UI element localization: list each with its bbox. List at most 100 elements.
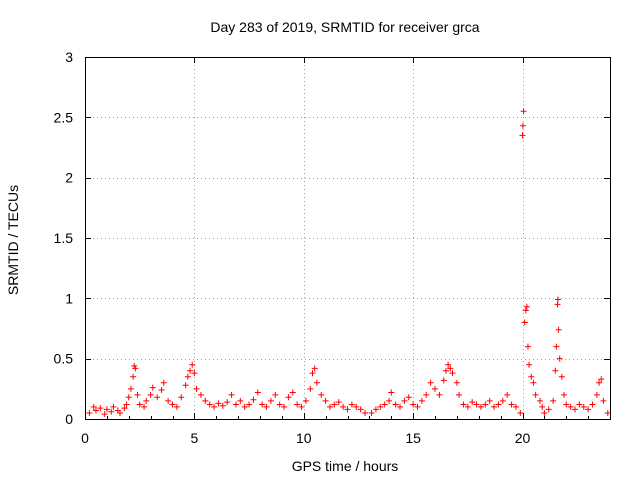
- data-point: [187, 367, 193, 374]
- x-axis: 0 5 10 15 20: [81, 57, 589, 446]
- data-point: [298, 403, 305, 410]
- x-tick-label: 5: [190, 430, 198, 446]
- data-point: [246, 401, 253, 408]
- data-point: [294, 401, 301, 408]
- data-point: [436, 391, 443, 398]
- data-point: [392, 401, 399, 408]
- data-point: [456, 391, 463, 398]
- data-point: [136, 401, 143, 408]
- data-point: [561, 391, 568, 398]
- data-point: [353, 403, 360, 410]
- data-point: [206, 401, 213, 408]
- data-point: [469, 399, 476, 406]
- data-point: [331, 401, 338, 408]
- data-point: [117, 409, 123, 416]
- data-point: [132, 365, 139, 372]
- data-point: [558, 373, 565, 380]
- data-point: [267, 397, 274, 404]
- data-point: [372, 406, 379, 413]
- data-point: [473, 401, 480, 408]
- data-point: [289, 389, 296, 396]
- data-point: [169, 401, 176, 408]
- data-point: [445, 361, 452, 368]
- data-point: [550, 397, 557, 404]
- data-point: [237, 397, 244, 404]
- data-point: [423, 391, 430, 398]
- data-point: [519, 122, 526, 129]
- data-point: [123, 401, 130, 408]
- data-point: [232, 401, 239, 408]
- data-point: [158, 387, 165, 394]
- data-point: [512, 403, 519, 410]
- data-point: [477, 403, 484, 410]
- x-tick-label: 15: [405, 430, 421, 446]
- data-point: [149, 384, 156, 391]
- data-point: [193, 385, 200, 392]
- data-point: [362, 409, 368, 416]
- data-point: [110, 403, 117, 410]
- data-point: [553, 343, 560, 350]
- data-point: [460, 401, 467, 408]
- data-point: [418, 397, 425, 404]
- data-point: [541, 409, 548, 416]
- data-point: [130, 373, 137, 380]
- data-point: [250, 396, 257, 403]
- data-point: [173, 403, 180, 410]
- y-axis: 0 0.5 1 1.5 2 2.5 3: [54, 49, 610, 427]
- data-point: [309, 370, 316, 377]
- data-point: [322, 397, 329, 404]
- data-point: [302, 397, 309, 404]
- data-point: [495, 401, 502, 408]
- data-point: [228, 391, 235, 398]
- x-tick-label: 10: [296, 430, 312, 446]
- data-point: [520, 108, 527, 115]
- data-point: [522, 307, 529, 314]
- data-point: [344, 406, 351, 413]
- data-point: [554, 296, 561, 303]
- x-tick-label: 0: [81, 430, 89, 446]
- data-point: [281, 403, 288, 410]
- data-point: [178, 394, 185, 401]
- data-point: [197, 391, 204, 398]
- data-point: [410, 401, 417, 408]
- data-point: [224, 399, 231, 406]
- data-point: [539, 403, 546, 410]
- data-point: [572, 406, 578, 413]
- data-point: [134, 391, 141, 398]
- data-point: [524, 343, 531, 350]
- data-point: [449, 370, 456, 377]
- data-point: [202, 397, 209, 404]
- data-point: [576, 401, 583, 408]
- data-point: [453, 379, 460, 386]
- data-point: [552, 367, 559, 374]
- data-point: [254, 389, 261, 396]
- data-point: [504, 391, 511, 398]
- data-point: [386, 397, 393, 404]
- chart-title: Day 283 of 2019, SRMTID for receiver grc…: [210, 19, 479, 35]
- data-point: [486, 397, 493, 404]
- data-point: [125, 394, 132, 401]
- data-point: [521, 319, 528, 326]
- data-point: [499, 397, 506, 404]
- y-tick-label: 2: [65, 170, 73, 186]
- data-point: [401, 397, 408, 404]
- data-point: [405, 394, 412, 401]
- data-point: [604, 409, 611, 416]
- data-point: [532, 391, 539, 398]
- data-point: [103, 406, 110, 413]
- data-point: [285, 394, 292, 401]
- data-point: [108, 408, 115, 415]
- data-point: [585, 406, 592, 413]
- data-point: [311, 365, 318, 372]
- data-point: [184, 373, 191, 380]
- y-tick-label: 3: [65, 49, 73, 65]
- data-point: [92, 407, 99, 414]
- data-point: [348, 401, 355, 408]
- data-point: [241, 403, 248, 410]
- data-point: [263, 403, 270, 410]
- data-point: [517, 409, 524, 416]
- data-point: [556, 355, 563, 362]
- data-point: [272, 391, 279, 398]
- data-point: [388, 389, 395, 396]
